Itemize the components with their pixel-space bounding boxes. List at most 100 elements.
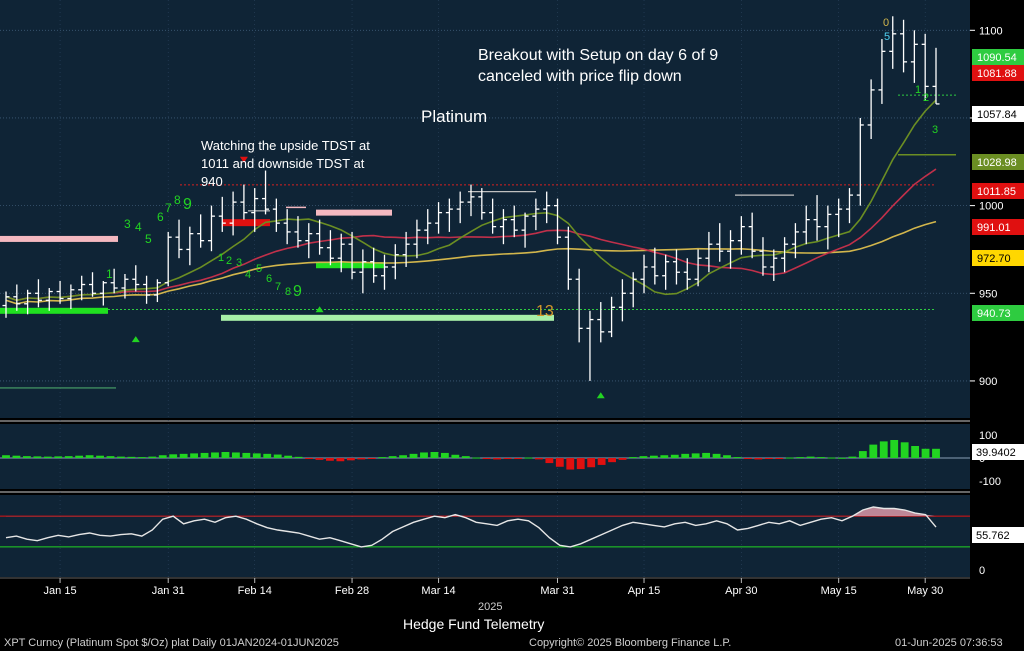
price-label-box <box>972 305 1024 321</box>
momentum-bar <box>932 448 940 458</box>
momentum-bar <box>817 457 825 459</box>
momentum-bar <box>33 456 42 458</box>
momentum-bar <box>346 458 355 461</box>
x-tick-label: Mar 31 <box>540 585 574 597</box>
momentum-bar <box>231 452 240 458</box>
setup-count-down: 3 <box>236 257 242 269</box>
momentum-panel-bg <box>0 424 970 489</box>
footer-center-top: Hedge Fund Telemetry <box>403 616 544 632</box>
price-bar <box>835 198 843 238</box>
momentum-bar <box>54 456 63 458</box>
momentum-bar <box>451 454 460 458</box>
price-label-box <box>972 106 1024 122</box>
price-bar <box>413 219 421 259</box>
momentum-tick-label: -100 <box>979 476 1001 488</box>
price-label-text: 1057.84 <box>977 109 1017 121</box>
price-grid <box>0 0 970 577</box>
setup-count-down: 5 <box>256 263 262 275</box>
momentum-bar <box>597 458 606 465</box>
price-bar <box>521 212 529 248</box>
momentum-bar <box>806 456 815 458</box>
setup-zone <box>222 219 270 227</box>
price-bar <box>13 284 21 311</box>
momentum-bar <box>921 448 930 458</box>
price-bar <box>910 30 918 83</box>
price-label-box <box>972 154 1024 170</box>
price-bar <box>845 188 853 224</box>
support-zone <box>316 262 384 269</box>
rsi-last-box <box>972 527 1024 543</box>
price-bar <box>575 268 583 343</box>
setup-count-up: 9 <box>183 196 192 213</box>
price-bar <box>164 231 172 287</box>
momentum-bar <box>169 454 178 458</box>
momentum-bar <box>743 458 752 459</box>
price-bar <box>359 249 367 294</box>
price-bar <box>424 209 432 245</box>
price-bar <box>564 226 572 290</box>
price-bar <box>153 279 161 303</box>
price-bar <box>67 284 75 310</box>
momentum-bar <box>75 455 84 458</box>
price-label-box <box>972 183 1024 199</box>
price-bar <box>229 191 237 236</box>
momentum-bar <box>158 455 167 458</box>
setup-count-up: 6 <box>157 210 164 224</box>
x-tick-label: Feb 28 <box>335 585 369 597</box>
momentum-bars <box>2 440 940 470</box>
momentum-bar <box>890 440 899 458</box>
price-bar <box>132 265 140 292</box>
setup-count-down: 8 <box>285 286 291 298</box>
x-axis-year: 2025 <box>478 601 502 613</box>
countdown-13-label: 13 <box>536 303 554 320</box>
momentum-bar <box>670 454 679 458</box>
momentum-bar <box>409 453 418 458</box>
momentum-bar <box>315 458 324 460</box>
momentum-bar <box>367 458 376 459</box>
price-bar <box>445 198 453 232</box>
x-tick-label: Feb 14 <box>238 585 272 597</box>
price-bar <box>456 191 464 224</box>
price-bar <box>467 184 475 217</box>
setup-count-up: 4 <box>135 220 142 234</box>
price-bar <box>262 170 270 215</box>
momentum-bar <box>566 458 575 470</box>
momentum-bar <box>911 446 920 458</box>
price-label-text: 991.01 <box>977 222 1011 234</box>
price-bar <box>618 279 626 322</box>
price-bar <box>813 195 821 241</box>
price-bar <box>110 268 118 294</box>
rsi-axis: 05055.762 <box>972 527 1024 577</box>
footer-right: 01-Jun-2025 07:36:53 <box>895 637 1003 649</box>
momentum-bar <box>848 456 857 458</box>
momentum-bar <box>284 455 293 458</box>
momentum-bar <box>618 458 627 460</box>
price-bar <box>856 117 864 206</box>
momentum-bar <box>22 456 31 458</box>
price-tick-label: 1000 <box>979 201 1003 213</box>
momentum-bar <box>545 458 554 464</box>
price-bar <box>554 198 562 245</box>
price-bar <box>824 205 832 250</box>
price-bar <box>889 16 897 69</box>
price-bar <box>391 244 399 280</box>
x-axis: Jan 15 Jan 31 Feb 14 Feb 28 Mar 14 Mar 31 Apr … <box>0 577 970 597</box>
momentum-bar <box>775 458 784 459</box>
price-bar <box>56 281 64 304</box>
ma-long-line <box>5 220 937 305</box>
price-bar <box>305 223 313 259</box>
price-bar <box>900 19 908 73</box>
footer-left: XPT Curncy (Platinum Spot $/Oz) plat Dai… <box>4 637 339 649</box>
momentum-bar <box>472 457 481 459</box>
price-bar <box>629 272 637 308</box>
momentum-bar <box>64 456 73 458</box>
setup-count-down: 4 <box>245 269 251 281</box>
momentum-bar <box>535 458 543 460</box>
momentum-bar <box>179 453 188 458</box>
momentum-bar <box>117 456 125 458</box>
price-bar <box>78 275 86 301</box>
annotation-line-5: 940 <box>201 174 223 189</box>
price-bar <box>640 254 648 294</box>
